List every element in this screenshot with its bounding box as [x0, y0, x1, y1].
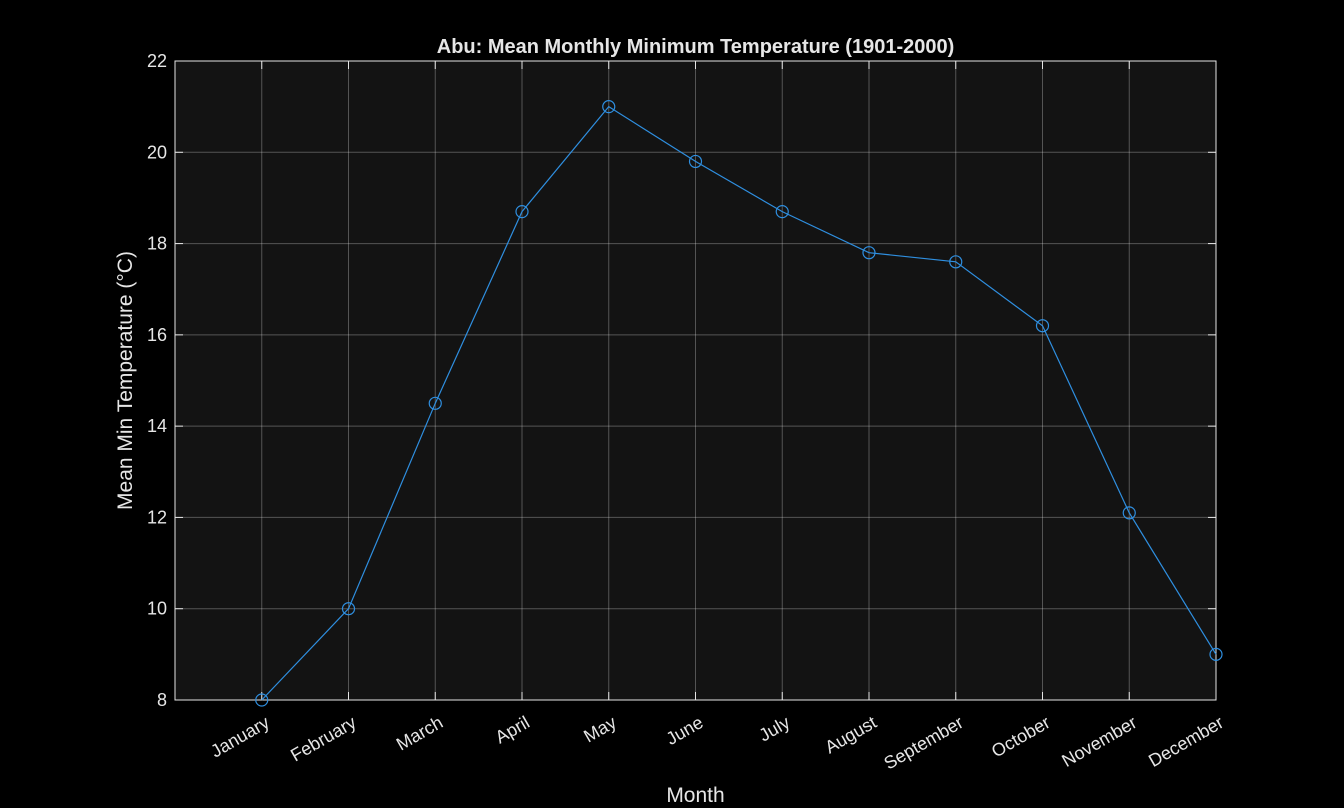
- x-tick-label: March: [393, 712, 446, 754]
- data-series: [255, 100, 1223, 707]
- data-point: [428, 396, 442, 410]
- data-point: [775, 205, 789, 219]
- x-tick-label: January: [207, 712, 272, 761]
- x-tick-label: November: [1058, 712, 1140, 771]
- x-tick-label: December: [1145, 712, 1227, 771]
- data-point: [1122, 506, 1136, 520]
- y-tick-label: 20: [147, 142, 167, 162]
- data-point: [515, 205, 529, 219]
- data-point: [1209, 647, 1223, 661]
- data-point: [341, 602, 356, 616]
- y-tick-label: 12: [147, 507, 167, 527]
- x-tick-label: September: [880, 712, 966, 773]
- x-tick-label: August: [821, 712, 880, 757]
- data-point: [255, 693, 269, 707]
- x-tick-label: July: [756, 712, 794, 745]
- x-tick-label: June: [663, 712, 707, 749]
- x-tick-label: May: [580, 712, 619, 746]
- data-point: [862, 246, 876, 260]
- series-line: [261, 105, 1217, 701]
- y-tick-label: 10: [147, 599, 167, 619]
- y-tick-label: 16: [147, 325, 167, 345]
- y-tick-label: 14: [147, 416, 167, 436]
- x-axis-label: Month: [666, 784, 724, 807]
- chart-title: Abu: Mean Monthly Minimum Temperature (1…: [437, 36, 955, 58]
- y-tick-label: 18: [147, 234, 167, 254]
- data-point: [949, 255, 963, 269]
- data-point: [602, 100, 616, 114]
- y-tick-label: 22: [147, 51, 167, 71]
- x-tick-label: April: [492, 712, 533, 747]
- data-point: [1035, 319, 1050, 333]
- x-tick-label: February: [287, 712, 359, 765]
- data-point: [688, 154, 703, 169]
- x-tick-label: October: [988, 712, 1053, 761]
- y-axis-label: Mean Min Temperature (°C): [114, 251, 137, 510]
- y-tick-label: 8: [157, 690, 167, 710]
